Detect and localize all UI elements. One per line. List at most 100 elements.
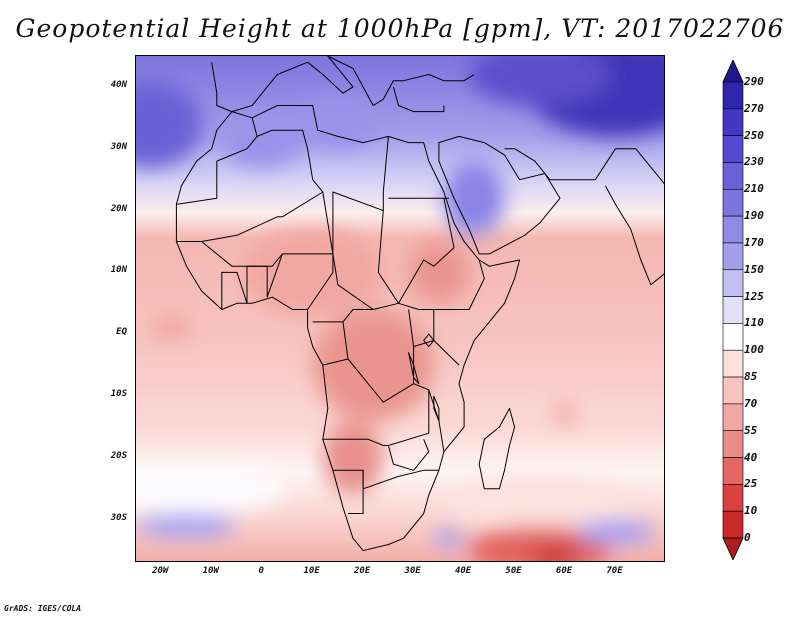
country-border [433, 309, 470, 341]
lat-tick-label: 30S [110, 512, 127, 523]
lon-tick-label: 0 [258, 566, 264, 576]
height-anomaly-region [221, 117, 303, 168]
lon-tick-label: 70E [606, 566, 623, 576]
lat-tick-label: 40N [110, 79, 127, 90]
europe-coastline [211, 56, 475, 113]
lat-tick-label: EQ [116, 327, 127, 338]
coastlines-and-borders [175, 56, 664, 552]
colorbar-swatch [722, 135, 744, 163]
height-anomaly-region [151, 315, 192, 341]
lon-tick-label: 60E [555, 566, 573, 576]
height-anomaly-region [469, 56, 611, 106]
colorbar-scale [722, 59, 744, 561]
lat-tick-label: 10N [110, 265, 127, 276]
south-asia-coastline [504, 148, 664, 286]
country-border [348, 470, 364, 514]
colorbar-level-label: 25 [744, 477, 758, 491]
lon-tick-label: 10E [303, 566, 320, 576]
height-anomaly-region [242, 229, 384, 316]
geopotential-map [136, 56, 664, 561]
colorbar-swatch [722, 376, 744, 405]
colorbar-level-label: 210 [744, 182, 764, 196]
lat-tick-label: 20S [110, 450, 127, 461]
height-anomaly-region [322, 420, 384, 495]
height-anomaly-region [312, 309, 434, 421]
lon-tick-label: 50E [505, 566, 522, 576]
colorbar-level-label: 85 [744, 370, 758, 384]
arabian-peninsula-coastline [438, 135, 561, 255]
colorbar-swatch [722, 430, 744, 458]
country-border [221, 271, 248, 310]
height-anomaly-region [529, 547, 581, 561]
chart-title: Geopotential Height at 1000hPa [gpm], VT… [15, 14, 785, 43]
map-panel [135, 55, 665, 562]
height-anomaly-region [136, 513, 237, 539]
colorbar-swatch [722, 457, 744, 485]
lake-outline [408, 352, 420, 385]
lon-tick-label: 40E [454, 566, 472, 576]
colorbar [722, 59, 744, 564]
colorbar-swatch [722, 215, 744, 244]
country-border [307, 253, 334, 310]
colorbar-swatch [722, 484, 744, 512]
height-anomaly-region [575, 519, 656, 545]
lon-tick-label: 20W [152, 566, 169, 576]
country-border [387, 439, 430, 471]
colorbar-level-label: 100 [744, 343, 764, 357]
colorbar-overflow-bottom [722, 537, 744, 561]
country-border [377, 198, 455, 304]
lon-tick-label: 30E [404, 566, 421, 576]
height-anomaly-region [433, 528, 465, 548]
lake-outline [433, 395, 440, 422]
country-border [312, 309, 374, 323]
lat-tick-label: 20N [110, 203, 127, 214]
anatolia-coastline [392, 86, 445, 113]
colorbar-level-label: 0 [744, 531, 751, 544]
lon-tick-label: 10W [202, 566, 219, 576]
height-anomaly-region [136, 80, 202, 168]
country-border [332, 469, 439, 490]
height-anomaly-region [136, 464, 288, 514]
lake-outline [423, 333, 435, 348]
country-border [216, 117, 258, 162]
colorbar-level-label: 190 [744, 209, 764, 223]
height-anomaly-region [443, 161, 505, 236]
software-credit: GrADS: IGES/COLA [4, 604, 82, 613]
country-border [266, 253, 283, 298]
colorbar-level-label: 290 [744, 75, 764, 88]
colorbar-swatch [722, 162, 744, 190]
colorbar-level-label: 110 [744, 316, 764, 330]
colorbar-level-label: 170 [744, 235, 764, 249]
colorbar-swatch [722, 188, 744, 217]
height-anomaly-region [408, 241, 470, 304]
colorbar-level-label: 55 [744, 423, 758, 437]
colorbar-level-label: 10 [744, 504, 758, 518]
height-field-shading [136, 56, 664, 561]
height-anomaly-region [297, 99, 379, 149]
colorbar-swatch [722, 323, 744, 351]
colorbar-level-label: 250 [744, 128, 764, 142]
colorbar-swatch [722, 108, 744, 136]
lat-tick-label: 30N [110, 141, 127, 152]
country-border [347, 309, 415, 403]
colorbar-swatch [722, 349, 744, 378]
height-anomaly-region [554, 402, 576, 427]
colorbar-level-label: 230 [744, 155, 764, 169]
colorbar-swatch [722, 242, 744, 271]
colorbar-level-label: 270 [744, 101, 764, 115]
lon-tick-label: 20E [354, 566, 371, 576]
lat-tick-label: 10S [110, 389, 127, 400]
colorbar-swatch [722, 269, 744, 297]
colorbar-swatch [722, 403, 744, 432]
country-border [176, 129, 324, 242]
colorbar-level-label: 125 [744, 289, 764, 303]
colorbar-level-label: 150 [744, 262, 764, 276]
colorbar-level-label: 40 [744, 450, 758, 464]
height-anomaly-region [438, 476, 641, 526]
country-border [246, 265, 268, 304]
country-border [322, 191, 485, 310]
country-border [176, 161, 218, 205]
colorbar-swatch [722, 296, 744, 324]
colorbar-swatch [722, 81, 744, 110]
colorbar-swatch [722, 510, 744, 539]
